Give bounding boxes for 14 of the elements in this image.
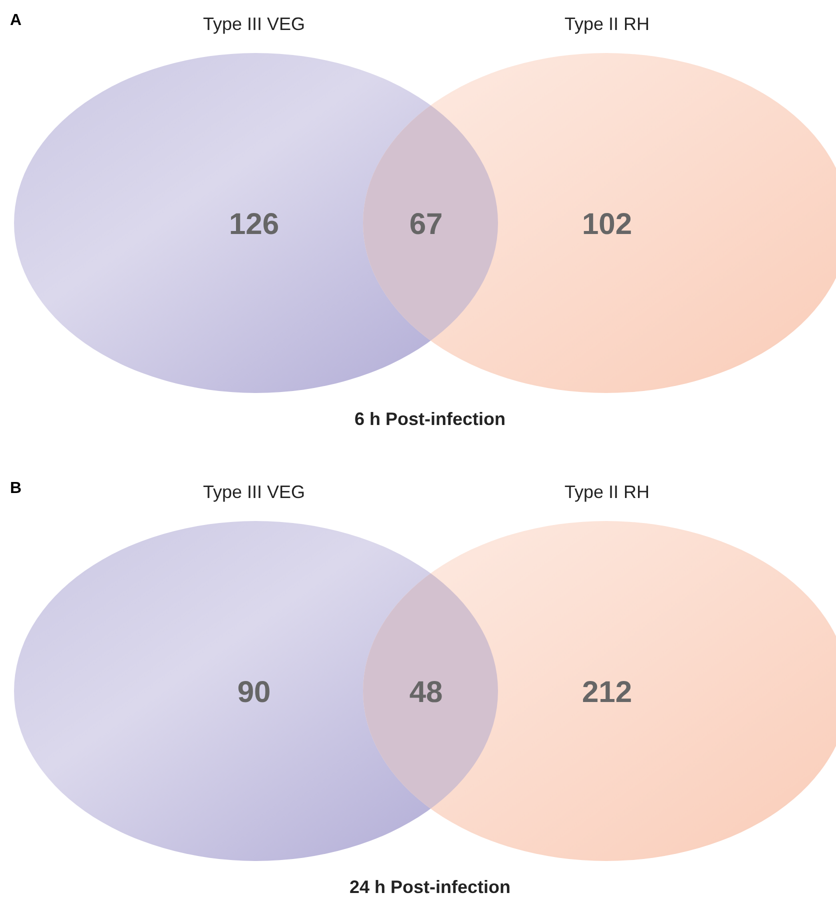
category-label: Type II RH — [564, 14, 650, 34]
data-label: 126 — [228, 208, 280, 241]
text: 24 h Post-infection — [349, 877, 511, 897]
category-label: Type III VEG — [202, 14, 306, 34]
text: B — [10, 480, 22, 497]
data-label: 212 — [582, 676, 632, 709]
category-label: Type III VEG — [202, 482, 306, 502]
category-label: Type II RH — [564, 482, 650, 502]
text: 6 h Post-infection — [354, 409, 506, 429]
text: A — [10, 12, 22, 29]
data-label: 48 — [409, 676, 443, 709]
data-label: 67 — [409, 208, 443, 241]
data-label: 102 — [582, 208, 632, 241]
data-label: 90 — [237, 676, 271, 709]
